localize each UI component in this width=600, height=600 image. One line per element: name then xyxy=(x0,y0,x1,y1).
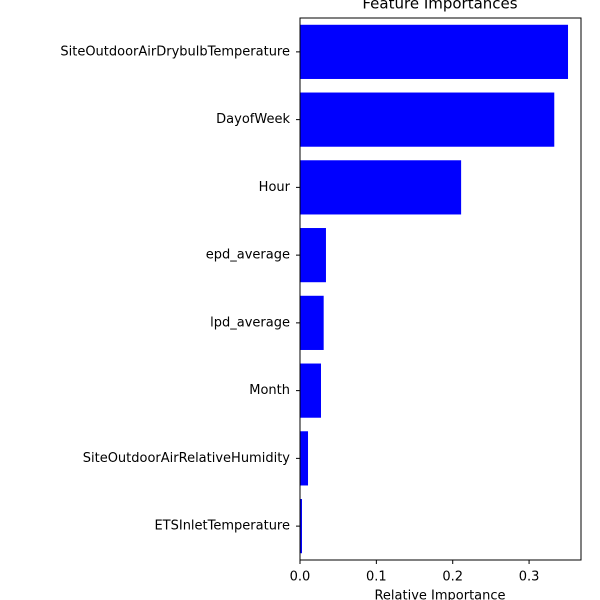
bar xyxy=(300,499,302,554)
y-tick-label: Hour xyxy=(259,180,291,195)
y-tick-label: lpd_average xyxy=(210,315,290,330)
bar xyxy=(300,24,569,79)
x-axis-label: Relative Importance xyxy=(374,589,505,600)
bar xyxy=(300,363,321,418)
x-tick-label: 0.2 xyxy=(442,570,463,585)
bar xyxy=(300,228,326,283)
chart-title: Feature Importances xyxy=(362,0,517,13)
x-tick-label: 0.0 xyxy=(290,570,311,585)
bar xyxy=(300,431,309,486)
y-tick-label: Month xyxy=(249,383,290,398)
y-tick-label: SiteOutdoorAirRelativeHumidity xyxy=(83,451,291,466)
y-tick-label: ETSInletTemperature xyxy=(154,519,290,534)
y-tick-label: epd_average xyxy=(206,248,290,263)
y-tick-label: SiteOutdoorAirDrybulbTemperature xyxy=(60,44,290,59)
bar xyxy=(300,160,462,215)
x-tick-label: 0.1 xyxy=(366,570,387,585)
bar xyxy=(300,92,555,147)
y-tick-label: DayofWeek xyxy=(216,112,290,127)
x-tick-label: 0.3 xyxy=(519,570,540,585)
plot-frame xyxy=(299,17,582,561)
bar xyxy=(300,295,324,350)
